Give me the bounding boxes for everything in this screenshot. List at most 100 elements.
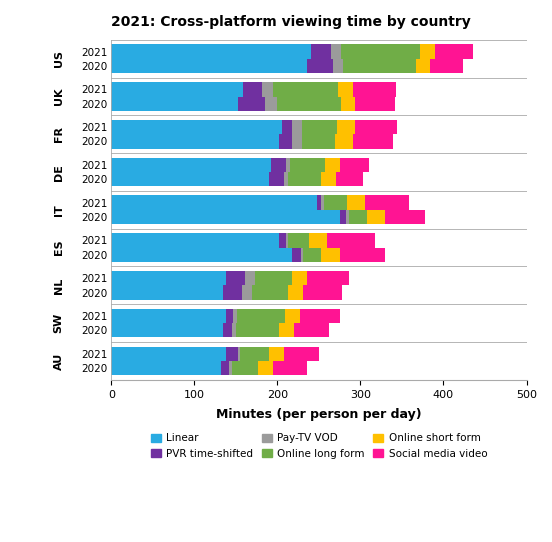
Bar [269, 172, 284, 186]
Bar [294, 323, 329, 338]
Bar [341, 44, 420, 59]
Bar [279, 233, 286, 248]
Bar [306, 59, 333, 73]
Bar [252, 286, 288, 300]
Bar [224, 286, 242, 300]
Bar [258, 361, 273, 375]
Bar [367, 210, 385, 224]
Bar [301, 134, 335, 149]
X-axis label: Minutes (per person per day): Minutes (per person per day) [216, 408, 422, 421]
Bar [290, 158, 325, 172]
Bar [112, 120, 282, 134]
Legend: Linear, PVR time-shifted, Pay-TV VOD, Online long form, Online short form, Socia: Linear, PVR time-shifted, Pay-TV VOD, On… [146, 429, 491, 463]
Bar [341, 96, 355, 111]
Bar [293, 120, 302, 134]
Bar [355, 120, 397, 134]
Bar [271, 158, 286, 172]
Bar [288, 233, 309, 248]
Text: DE: DE [54, 164, 63, 180]
Bar [325, 158, 339, 172]
Bar [226, 309, 232, 323]
Bar [279, 134, 291, 149]
Bar [420, 44, 435, 59]
Bar [112, 82, 242, 96]
Bar [229, 361, 232, 375]
Bar [284, 346, 319, 361]
Bar [339, 158, 369, 172]
Bar [317, 196, 321, 210]
Text: SW: SW [54, 313, 63, 333]
Bar [112, 233, 279, 248]
Bar [333, 59, 343, 73]
Bar [112, 59, 306, 73]
Text: AU: AU [54, 352, 63, 370]
Bar [237, 309, 285, 323]
Bar [242, 286, 252, 300]
Bar [302, 120, 337, 134]
Bar [284, 172, 288, 186]
Bar [285, 309, 300, 323]
Bar [353, 82, 396, 96]
Bar [262, 82, 273, 96]
Bar [278, 96, 341, 111]
Bar [279, 323, 294, 338]
Bar [112, 210, 339, 224]
Bar [112, 44, 311, 59]
Text: UK: UK [54, 88, 63, 105]
Bar [291, 134, 301, 149]
Text: 2021: Cross-platform viewing time by country: 2021: Cross-platform viewing time by cou… [112, 15, 471, 29]
Bar [273, 361, 306, 375]
Bar [301, 248, 303, 262]
Bar [288, 286, 303, 300]
Bar [112, 196, 317, 210]
Bar [337, 120, 355, 134]
Bar [242, 82, 262, 96]
Bar [255, 271, 293, 286]
Bar [237, 96, 265, 111]
Bar [112, 271, 226, 286]
Bar [236, 323, 279, 338]
Bar [112, 134, 279, 149]
Bar [224, 323, 232, 338]
Bar [112, 172, 269, 186]
Bar [321, 172, 336, 186]
Bar [293, 248, 301, 262]
Bar [309, 233, 327, 248]
Bar [349, 210, 367, 224]
Bar [385, 210, 425, 224]
Bar [339, 210, 346, 224]
Bar [339, 248, 385, 262]
Bar [303, 248, 321, 262]
Text: IT: IT [54, 204, 63, 216]
Bar [430, 59, 464, 73]
Bar [343, 59, 416, 73]
Bar [355, 96, 395, 111]
Bar [112, 158, 271, 172]
Bar [346, 210, 349, 224]
Bar [112, 286, 224, 300]
Bar [226, 346, 237, 361]
Bar [273, 82, 338, 96]
Bar [245, 271, 255, 286]
Bar [226, 271, 245, 286]
Bar [237, 346, 240, 361]
Bar [232, 323, 236, 338]
Bar [240, 346, 269, 361]
Bar [282, 120, 293, 134]
Bar [353, 134, 393, 149]
Bar [232, 361, 258, 375]
Bar [112, 248, 293, 262]
Bar [112, 96, 237, 111]
Bar [300, 309, 339, 323]
Bar [112, 323, 224, 338]
Bar [232, 309, 237, 323]
Bar [321, 248, 339, 262]
Bar [112, 346, 226, 361]
Bar [286, 233, 288, 248]
Bar [347, 196, 365, 210]
Bar [112, 361, 221, 375]
Bar [335, 134, 353, 149]
Bar [288, 172, 321, 186]
Bar [338, 82, 353, 96]
Bar [327, 233, 375, 248]
